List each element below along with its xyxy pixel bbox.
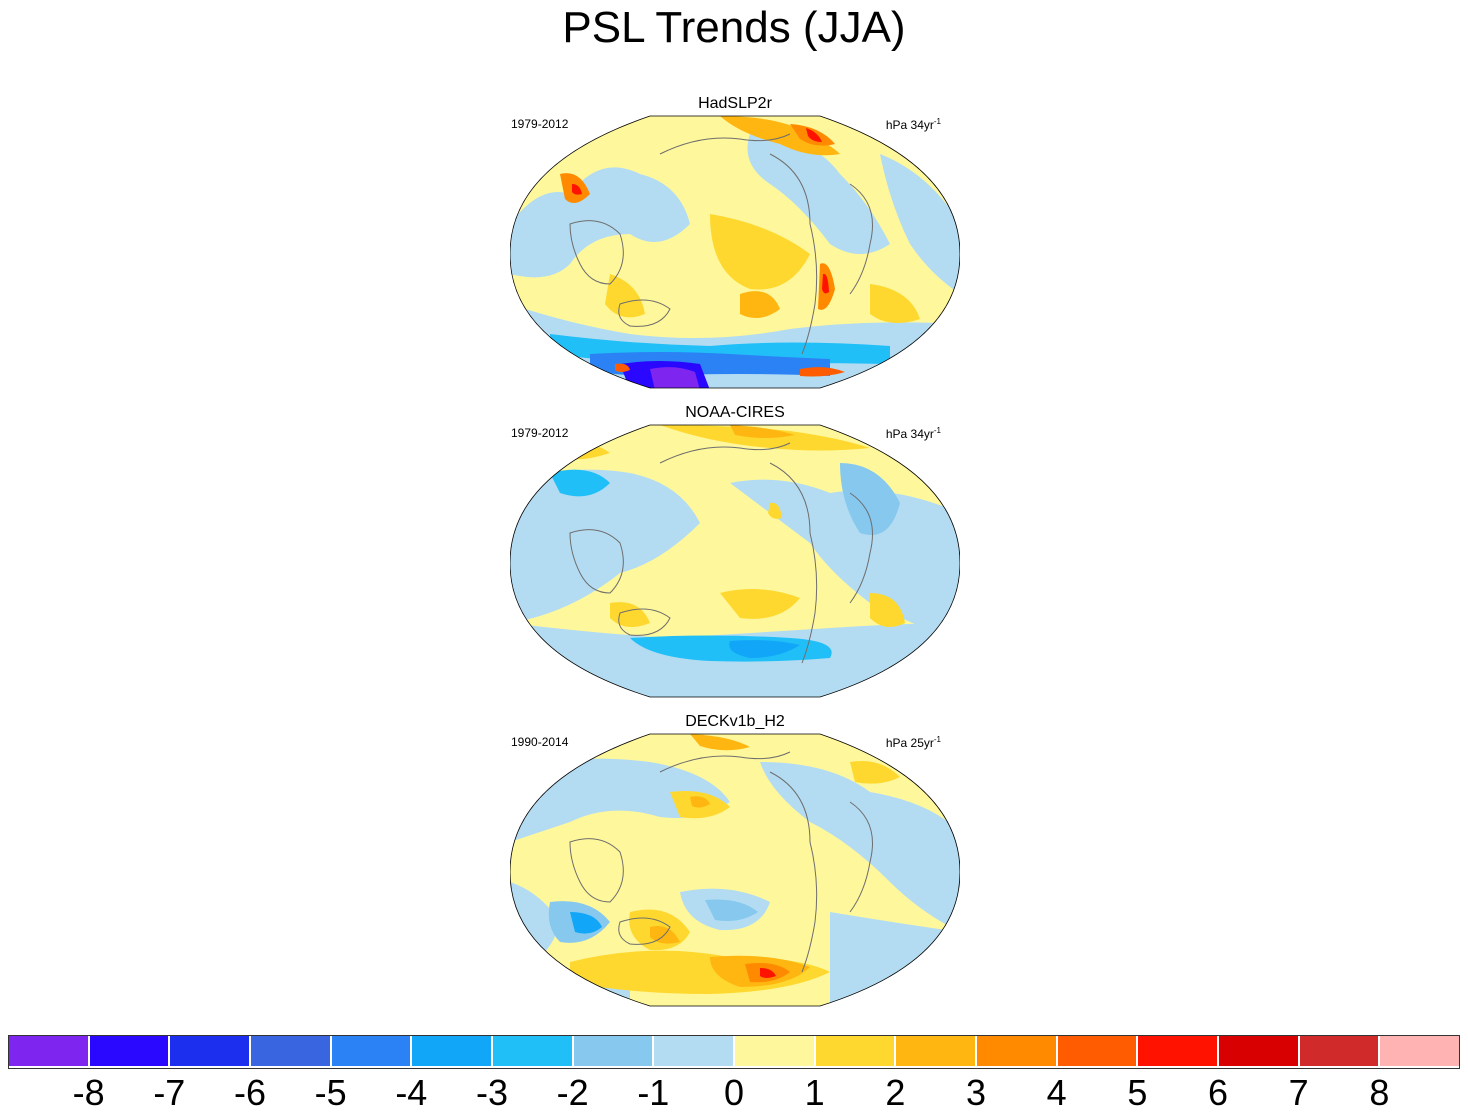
panel-units: hPa 34yr-1: [885, 426, 941, 441]
colorbar-box: [330, 1035, 412, 1067]
colorbar-tick-label: 3: [965, 1072, 987, 1113]
map-panel-hadslp2r: HadSLP2r 1979-2012 hPa 34yr-1: [505, 95, 965, 395]
colorbar-box: [976, 1035, 1057, 1067]
colorbar-tick-label: -1: [637, 1072, 670, 1113]
psl-trend-map: [510, 424, 960, 698]
figure-title: PSL Trends (JJA): [562, 3, 906, 52]
colorbar-tick-label: 0: [723, 1072, 745, 1113]
colorbar-tick-label: -3: [475, 1072, 508, 1113]
colorbar-box: [8, 1035, 89, 1067]
colorbar-tick-label: -5: [314, 1072, 347, 1113]
colorbar-tick-label: -6: [233, 1072, 266, 1113]
panel-title: HadSLP2r: [698, 95, 772, 112]
colorbar-tick-label: -7: [153, 1072, 186, 1113]
panel-period: 1990-2014: [511, 735, 569, 749]
colorbar-tick-label: 7: [1288, 1072, 1309, 1113]
panel-title: DECKv1b_H2: [685, 713, 785, 730]
colorbar-box: [492, 1035, 573, 1067]
colorbar: [8, 1035, 1460, 1069]
map-panel-noaa-cires: NOAA-CIRES 1979-2012 hPa 34yr-1: [505, 404, 965, 704]
colorbar-box: [734, 1035, 815, 1067]
colorbar-box: [1056, 1035, 1138, 1067]
colorbar-box: [1379, 1035, 1460, 1067]
colorbar-tick-label: 6: [1207, 1072, 1229, 1113]
colorbar-box: [169, 1035, 250, 1067]
colorbar-box: [653, 1035, 734, 1067]
colorbar-box: [411, 1035, 492, 1067]
psl-trend-map: [510, 733, 960, 1007]
colorbar-tick-label: -2: [556, 1072, 589, 1113]
colorbar-tick-label: 5: [1127, 1072, 1148, 1113]
colorbar-tick-label: -8: [72, 1072, 105, 1113]
colorbar-box: [1137, 1035, 1218, 1067]
colorbar-box: [250, 1035, 331, 1067]
colorbar-tick-label: 8: [1369, 1072, 1390, 1113]
colorbar-box: [814, 1035, 896, 1067]
panel-period: 1979-2012: [511, 426, 569, 440]
colorbar-box: [572, 1035, 654, 1067]
colorbar-box: [895, 1035, 976, 1067]
colorbar-tick-label: 2: [885, 1072, 906, 1113]
panel-units: hPa 25yr-1: [885, 735, 941, 750]
panel-period: 1979-2012: [511, 117, 569, 131]
colorbar-tick-label: -4: [395, 1072, 428, 1113]
colorbar-box: [88, 1035, 170, 1067]
panel-title: NOAA-CIRES: [685, 404, 785, 421]
colorbar-tick-label: 1: [804, 1072, 825, 1113]
map-panel-deckv1b-h2: DECKv1b_H2 1990-2014 hPa 25yr-1: [505, 713, 965, 1013]
colorbar-tick-label: 4: [1046, 1072, 1067, 1113]
colorbar-box: [1298, 1035, 1380, 1067]
psl-trend-map: [510, 115, 960, 389]
colorbar-box: [1218, 1035, 1299, 1067]
panel-units: hPa 34yr-1: [885, 117, 941, 132]
